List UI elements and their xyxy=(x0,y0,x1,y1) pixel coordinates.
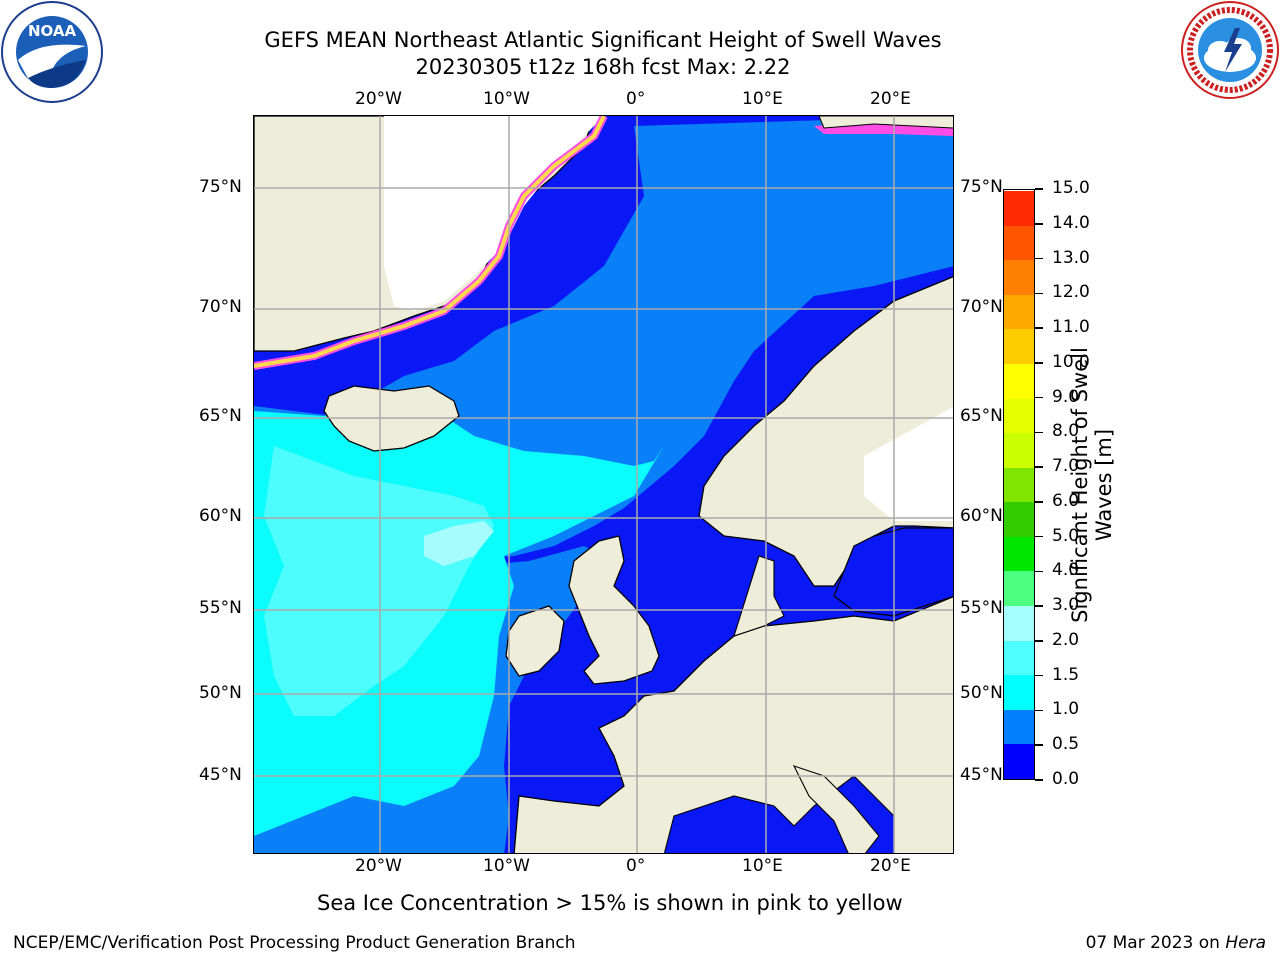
svalbard-land xyxy=(818,116,953,129)
colorbar-tick-mark xyxy=(1035,709,1043,712)
colorbar-tick-label: 11.0 xyxy=(1052,317,1090,338)
colorbar-tick-label: 8.0 xyxy=(1052,421,1080,442)
colorbar-tick-mark xyxy=(1035,431,1043,434)
lon-tick-bottom-20e: 20°E xyxy=(870,856,911,876)
lat-tick-left-70n: 70°N xyxy=(199,297,242,317)
lat-tick-right-45n: 45°N xyxy=(960,765,1003,785)
italy-land xyxy=(792,765,880,853)
chart-subtitle: 20230305 t12z 168h fcst Max: 2.22 xyxy=(415,55,791,79)
colorbar xyxy=(1003,189,1035,780)
lon-tick-top-20e: 20°E xyxy=(870,89,911,109)
noaa-logo: NOAA xyxy=(0,0,104,104)
colorbar-segment xyxy=(1004,674,1034,710)
colorbar-tick-label: 3.0 xyxy=(1052,595,1080,616)
colorbar-tick-label: 15.0 xyxy=(1052,178,1090,198)
lat-tick-left-55n: 55°N xyxy=(199,598,242,618)
colorbar-tick-mark xyxy=(1035,535,1043,538)
gulf-bothnia-ice xyxy=(864,407,953,521)
colorbar-segment xyxy=(1004,294,1034,330)
colorbar-tick-label: 5.0 xyxy=(1052,525,1080,546)
lat-tick-left-65n: 65°N xyxy=(199,406,242,426)
swell-band-2.0-3.0m xyxy=(424,521,494,566)
swell-height-map xyxy=(253,115,954,854)
colorbar-tick-label: 10.0 xyxy=(1052,351,1090,372)
colorbar-segment xyxy=(1004,709,1034,745)
lon-tick-bottom-20w: 20°W xyxy=(355,856,402,876)
colorbar-segment xyxy=(1004,570,1034,607)
colorbar-tick-mark xyxy=(1035,466,1043,468)
colorbar-tick-mark xyxy=(1035,744,1043,746)
run-date-text: 07 Mar 2023 on xyxy=(1085,933,1220,953)
colorbar-tick-label: 12.0 xyxy=(1052,282,1090,303)
colorbar-tick-mark xyxy=(1035,188,1043,190)
machine-name: Hera xyxy=(1225,933,1266,953)
colorbar-segment xyxy=(1004,640,1034,676)
lat-tick-right-50n: 50°N xyxy=(960,683,1003,703)
colorbar-tick-label: 7.0 xyxy=(1052,456,1080,477)
colorbar-tick-mark xyxy=(1035,640,1043,642)
colorbar-label: Significant Height of Swell Waves [m] xyxy=(1068,347,1116,623)
colorbar-tick-label: 14.0 xyxy=(1052,212,1090,233)
lat-tick-right-60n: 60°N xyxy=(960,506,1003,526)
lat-tick-left-60n: 60°N xyxy=(199,506,242,526)
colorbar-tick-mark xyxy=(1035,396,1043,399)
colorbar-tick-mark xyxy=(1035,570,1043,573)
colorbar-tick-mark xyxy=(1035,327,1043,329)
colorbar-segment xyxy=(1004,190,1034,226)
colorbar-tick-mark xyxy=(1035,501,1043,503)
colorbar-tick-mark xyxy=(1035,292,1043,295)
colorbar-segment xyxy=(1004,363,1034,399)
lon-tick-top-10e: 10°E xyxy=(742,89,783,109)
producer-credit: NCEP/EMC/Verification Post Processing Pr… xyxy=(13,933,576,953)
colorbar-tick-mark xyxy=(1035,605,1043,607)
lat-tick-right-65n: 65°N xyxy=(960,406,1003,426)
colorbar-tick-mark xyxy=(1035,779,1043,781)
colorbar-tick-label: 0.0 xyxy=(1052,769,1080,789)
colorbar-tick-label: 2.0 xyxy=(1052,629,1080,650)
lat-tick-right-70n: 70°N xyxy=(960,297,1003,317)
greenland-ice-white xyxy=(384,116,604,311)
colorbar-tick-mark xyxy=(1035,674,1043,677)
sea-ice-note: Sea Ice Concentration > 15% is shown in … xyxy=(317,891,903,915)
colorbar-segment xyxy=(1004,398,1034,434)
lat-tick-left-75n: 75°N xyxy=(199,177,242,197)
colorbar-segment xyxy=(1004,259,1034,295)
colorbar-segment xyxy=(1004,536,1034,572)
colorbar-segment xyxy=(1004,605,1034,641)
colorbar-tick-label: 1.0 xyxy=(1052,699,1080,720)
colorbar-segment xyxy=(1004,501,1034,537)
lon-tick-bottom-10w: 10°W xyxy=(483,856,530,876)
lat-tick-left-50n: 50°N xyxy=(199,683,242,703)
run-date: 07 Mar 2023 on Hera xyxy=(1086,933,1266,953)
colorbar-tick-label: 13.0 xyxy=(1052,247,1090,268)
lat-tick-right-55n: 55°N xyxy=(960,598,1003,618)
colorbar-segment xyxy=(1004,225,1034,261)
nws-logo xyxy=(1180,0,1280,100)
colorbar-segment xyxy=(1004,432,1034,468)
lon-tick-top-20w: 20°W xyxy=(355,89,402,109)
svg-text:NOAA: NOAA xyxy=(28,22,77,40)
ireland-land xyxy=(505,605,565,677)
lon-tick-bottom-0: 0° xyxy=(626,856,646,876)
chart-title: GEFS MEAN Northeast Atlantic Significant… xyxy=(264,28,942,52)
colorbar-tick-label: 0.5 xyxy=(1052,734,1080,755)
colorbar-segment xyxy=(1004,467,1034,503)
lon-tick-top-10w: 10°W xyxy=(483,89,530,109)
lat-tick-left-45n: 45°N xyxy=(199,765,242,785)
colorbar-tick-label: 4.0 xyxy=(1052,560,1080,581)
lon-tick-bottom-10e: 10°E xyxy=(742,856,783,876)
colorbar-tick-mark xyxy=(1035,257,1043,260)
graticule xyxy=(254,116,953,853)
swell-band-1.5-2.0m xyxy=(264,446,494,716)
colorbar-segment xyxy=(1004,743,1034,779)
denmark-land xyxy=(733,555,785,637)
colorbar-tick-label: 6.0 xyxy=(1052,490,1080,511)
colorbar-tick-label: 1.5 xyxy=(1052,664,1080,685)
colorbar-segment xyxy=(1004,328,1034,364)
colorbar-tick-mark xyxy=(1035,223,1043,225)
lat-tick-right-75n: 75°N xyxy=(960,177,1003,197)
lon-tick-top-0: 0° xyxy=(626,89,646,109)
colorbar-tick-label: 9.0 xyxy=(1052,386,1080,407)
colorbar-tick-mark xyxy=(1035,362,1043,364)
